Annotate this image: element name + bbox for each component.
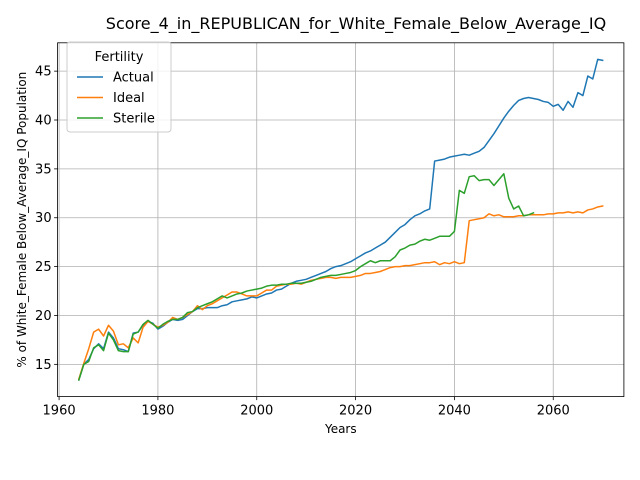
y-tick-label: 40 bbox=[35, 114, 52, 129]
x-tick-label: 2000 bbox=[240, 404, 273, 419]
y-tick-label: 15 bbox=[35, 358, 52, 373]
y-tick-label: 30 bbox=[35, 211, 52, 226]
x-tick-label: 2020 bbox=[339, 404, 372, 419]
legend-box bbox=[66, 41, 172, 133]
x-axis-label: Years bbox=[324, 422, 357, 436]
series-line-ideal bbox=[77, 205, 604, 380]
y-tick-label: 20 bbox=[35, 309, 52, 324]
grid bbox=[57, 42, 624, 397]
legend-label-sterile: Sterile bbox=[113, 112, 155, 127]
legend-label-actual: Actual bbox=[113, 71, 154, 86]
x-tick-label: 2040 bbox=[438, 404, 471, 419]
x-axis-ticks: 1960 1980 2000 2020 2040 2060 bbox=[43, 396, 570, 419]
chart-title: Score_4_in_REPUBLICAN_for_White_Female_B… bbox=[106, 14, 606, 34]
legend-title: Fertility bbox=[95, 50, 144, 65]
legend: Fertility Actual Ideal Sterile bbox=[66, 41, 172, 133]
y-tick-label: 45 bbox=[35, 65, 52, 80]
plot-frame bbox=[57, 42, 625, 397]
y-tick-label: 25 bbox=[35, 260, 52, 275]
x-tick-label: 2060 bbox=[537, 404, 570, 419]
y-axis-label: % of White_Female Below_Average_IQ Popul… bbox=[15, 72, 29, 368]
y-axis-ticks: 15 20 25 30 35 40 45 bbox=[35, 65, 58, 373]
x-tick-label: 1960 bbox=[43, 404, 76, 419]
y-tick-label: 35 bbox=[35, 162, 52, 177]
legend-label-ideal: Ideal bbox=[113, 91, 145, 106]
x-tick-label: 1980 bbox=[141, 404, 174, 419]
series-lines bbox=[77, 58, 604, 381]
series-line-sterile bbox=[77, 173, 535, 381]
